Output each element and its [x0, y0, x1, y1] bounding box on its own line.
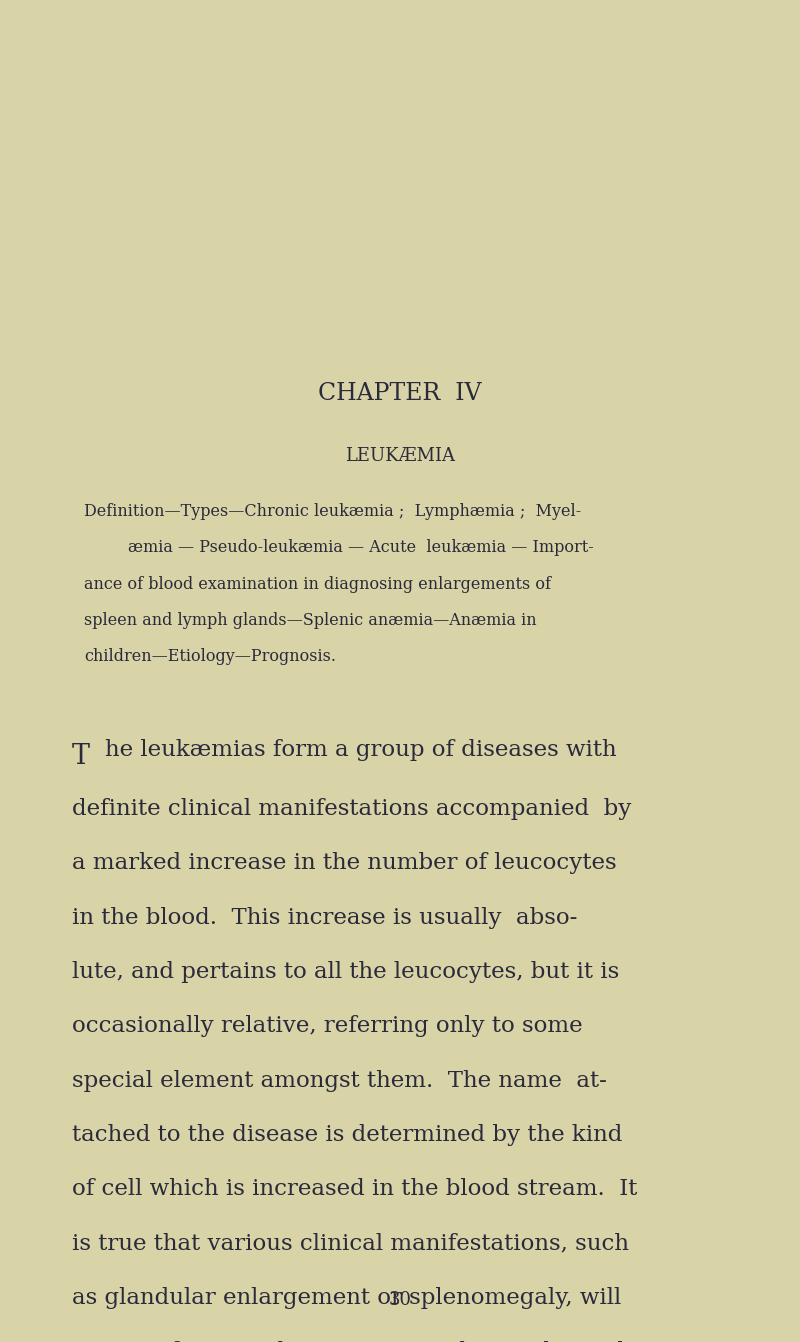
Text: T: T [72, 743, 90, 770]
Text: in the blood.  This increase is usually  abso-: in the blood. This increase is usually a… [72, 907, 578, 929]
Text: lute, and pertains to all the leucocytes, but it is: lute, and pertains to all the leucocytes… [72, 961, 619, 982]
Text: children—Etiology—Prognosis.: children—Etiology—Prognosis. [84, 648, 336, 666]
Text: is true that various clinical manifestations, such: is true that various clinical manifestat… [72, 1233, 629, 1255]
Text: æmia — Pseudo-leukæmia — Acute  leukæmia — Import-: æmia — Pseudo-leukæmia — Acute leukæmia … [128, 539, 594, 557]
Text: LEUKÆMIA: LEUKÆMIA [345, 447, 455, 464]
Text: he leukæmias form a group of diseases with: he leukæmias form a group of diseases wi… [105, 739, 617, 761]
Text: special element amongst them.  The name  at-: special element amongst them. The name a… [72, 1070, 607, 1091]
Text: as glandular enlargement or splenomegaly, will: as glandular enlargement or splenomegaly… [72, 1287, 622, 1308]
Text: spleen and lymph glands—Splenic anæmia—Anæmia in: spleen and lymph glands—Splenic anæmia—A… [84, 612, 537, 629]
Text: Definition—Types—Chronic leukæmia ;  Lymphæmia ;  Myel-: Definition—Types—Chronic leukæmia ; Lymp… [84, 503, 582, 521]
Text: a marked increase in the number of leucocytes: a marked increase in the number of leuco… [72, 852, 617, 874]
Text: ance of blood examination in diagnosing enlargements of: ance of blood examination in diagnosing … [84, 576, 551, 593]
Text: of cell which is increased in the blood stream.  It: of cell which is increased in the blood … [72, 1178, 638, 1200]
Text: occasionally relative, referring only to some: occasionally relative, referring only to… [72, 1016, 582, 1037]
Text: definite clinical manifestations accompanied  by: definite clinical manifestations accompa… [72, 797, 631, 820]
Text: CHAPTER  IV: CHAPTER IV [318, 382, 482, 405]
Text: 30: 30 [389, 1291, 411, 1308]
Text: tached to the disease is determined by the kind: tached to the disease is determined by t… [72, 1125, 622, 1146]
